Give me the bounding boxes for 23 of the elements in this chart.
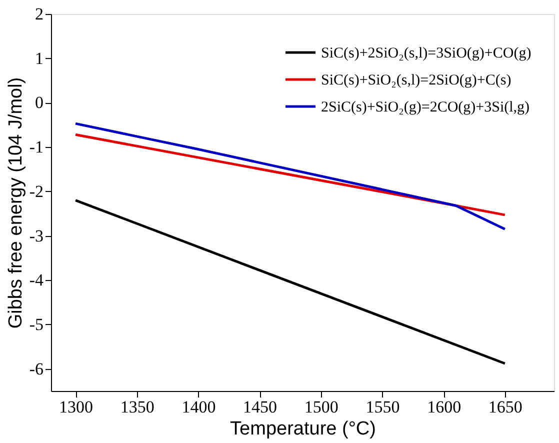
- y-tick-label: 0: [35, 93, 44, 112]
- y-tick-label: -2: [29, 182, 44, 201]
- y-tick-label: -3: [29, 226, 44, 246]
- x-tick-label: 1400: [182, 398, 216, 416]
- x-tick-label: 1300: [59, 398, 94, 416]
- y-axis-title: Gibbs free energy (104 J/mol): [5, 77, 26, 329]
- line-series: [74, 122, 506, 230]
- x-tick-label: 1650: [488, 398, 522, 416]
- y-tick-label: 1: [35, 48, 44, 68]
- y-tick-label: -5: [29, 314, 44, 334]
- y-tick-label: 2: [35, 4, 44, 24]
- x-tick-label: 1450: [243, 398, 278, 416]
- x-tick-label: 1350: [120, 398, 154, 416]
- y-tick-label: -6: [29, 359, 44, 378]
- x-tick-label: 1600: [427, 398, 462, 416]
- y-tick-label: -4: [29, 270, 44, 290]
- legend-label: SiC(s)+2SiO₂(s,l)=3SiO(g)+CO(g): [321, 46, 532, 62]
- x-tick-label: 1500: [304, 398, 338, 416]
- legend-label: 2SiC(s)+SiO₂(g)=2CO(g)+3Si(l,g): [321, 100, 530, 116]
- x-axis-title: Temperature (°C): [230, 418, 376, 440]
- y-tick-label: -1: [29, 138, 44, 157]
- legend-label: SiC(s)+SiO₂(s,l)=2SiO(g)+C(s): [321, 72, 512, 88]
- x-tick-label: 1550: [366, 398, 400, 416]
